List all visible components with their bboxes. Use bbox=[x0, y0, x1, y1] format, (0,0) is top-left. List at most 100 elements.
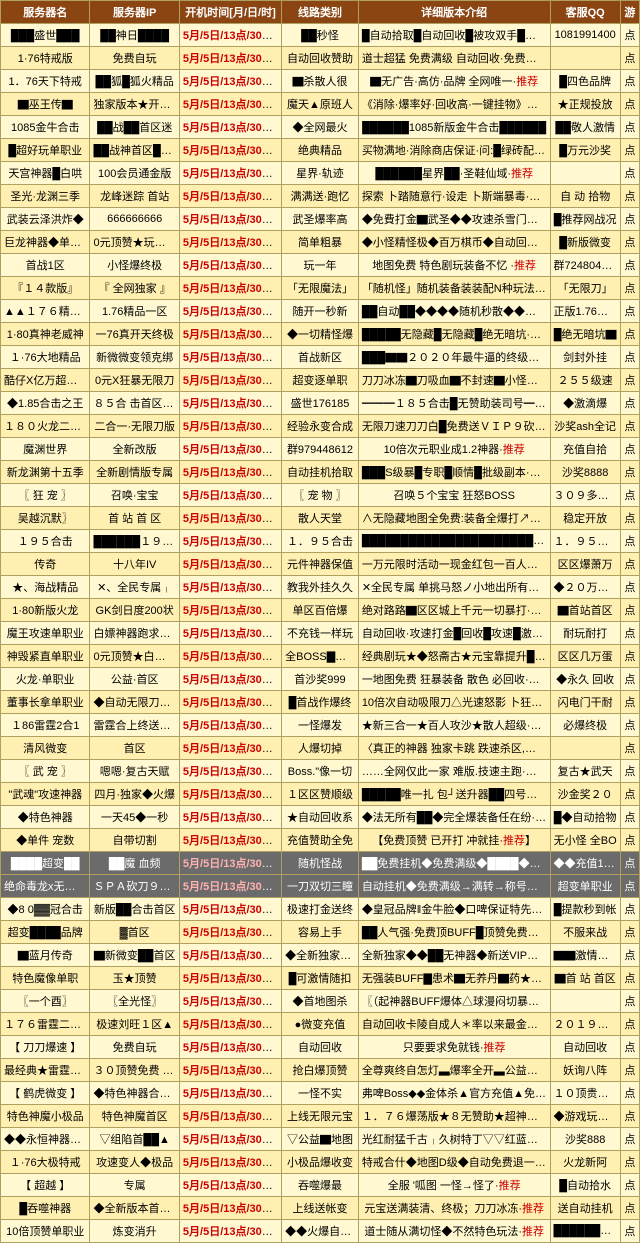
table-row[interactable]: 火龙·单职业公益·首区5月/5日/13点/30分开放首沙奖999一地图免费 狂暴… bbox=[1, 668, 640, 691]
table-row[interactable]: 1·80真神老威神一76真开天终极5月/5日/13点/30分开放◆一切精怪爆██… bbox=[1, 323, 640, 346]
cell-6[interactable]: 点 bbox=[620, 1220, 639, 1243]
cell-6[interactable]: 点 bbox=[620, 208, 639, 231]
cell-6[interactable]: 点 bbox=[620, 990, 639, 1013]
table-row[interactable]: ◆◆永恒神器◆◆▽组陷首██▲5月/5日/13点/30分开放▽公益▇地图光红耐猛… bbox=[1, 1128, 640, 1151]
table-row[interactable]: 绝命毒龙x无限刀ＳＰＡ砍刀９ｘ９5月/5日/13点/30分开放一刀双切三瞳自动挂… bbox=[1, 875, 640, 898]
table-row[interactable]: ◆8 0▓▓冠合击新版██合击首区5月/5日/13点/30分开放极速打金送终◆皇… bbox=[1, 898, 640, 921]
cell-6[interactable]: 点 bbox=[620, 1197, 639, 1220]
table-row[interactable]: １·76大地精品新微微变领克绑5月/5日/13点/30分开放首战新区███▇▇２… bbox=[1, 346, 640, 369]
table-row[interactable]: 武装云泽洪炸◆6666666665月/5日/13点/30分开放武圣爆率高◆免費打… bbox=[1, 208, 640, 231]
table-row[interactable]: 〖一个酉〗〖全光怪〗5月/5日/13点/30分开放◆首地图杀〖（起神器BUFF爆… bbox=[1, 990, 640, 1013]
table-row[interactable]: 〖 狂 宠 〗召唤·宝宝5月/5日/13点/30分开放〖 宠 物 〗召唤５个宝宝… bbox=[1, 484, 640, 507]
table-row[interactable]: 超变████品牌▓首区5月/5日/13点/30分开放容易上手██人气强·免费顶B… bbox=[1, 921, 640, 944]
table-row[interactable]: ████超变████魔 血频5月/5日/13点/30分开放随机怪战██免费挂机◆… bbox=[1, 852, 640, 875]
table-row[interactable]: 【 刀刀爆速 】免费自玩5月/5日/13点/30分开放自动回收只要要求免就钱·推… bbox=[1, 1036, 640, 1059]
table-row[interactable]: 【 超越 】专属5月/5日/13点/30分开放吞噬爆最全服 '呱图 一怪→怪了·… bbox=[1, 1174, 640, 1197]
table-row[interactable]: 魔渊世界全新改版5月/5日/13点/30分开放群97944861210倍次元职业… bbox=[1, 438, 640, 461]
table-row[interactable]: 天宫神器█白哄100会员通金版5月/5日/13点/30分开放星界·轨迹█████… bbox=[1, 162, 640, 185]
cell-6[interactable]: 点 bbox=[620, 622, 639, 645]
table-row[interactable]: ◆单件 宠数自带切割5月/5日/13点/30分开放充值赞助全免【免费顶赞 已开打… bbox=[1, 829, 640, 852]
table-row[interactable]: 吴越沉默〗首 站 首 区5月/5日/13点/30分开放散人天堂∧无隐藏地图全免费… bbox=[1, 507, 640, 530]
cell-6[interactable]: 点 bbox=[620, 737, 639, 760]
table-row[interactable]: ▇蓝月传奇▇新微变██首区5月/5日/13点/30分开放◆全新独家新版全新独家◆… bbox=[1, 944, 640, 967]
table-row[interactable]: 『１４款版』『 全网独家 』5月/5日/13点/30分开放「无限魔法」「随机怪」… bbox=[1, 277, 640, 300]
cell-6[interactable]: 点 bbox=[620, 1151, 639, 1174]
cell-6[interactable]: 点 bbox=[620, 438, 639, 461]
table-row[interactable]: 1·80新版火龙GK剑日度200状5月/5日/13点/30分开放单区百倍爆绝对路… bbox=[1, 599, 640, 622]
cell-6[interactable]: 点 bbox=[620, 553, 639, 576]
table-row[interactable]: １·76大极特戒攻速变人◆极品5月/5日/13点/30分开放小极品爆收变特戒合什… bbox=[1, 1151, 640, 1174]
table-row[interactable]: 传奇十八年IV5月/5日/13点/30分开放元件神器保值一万元限时活动一现金红包… bbox=[1, 553, 640, 576]
table-row[interactable]: 首战1区小怪爆终极5月/5日/13点/30分开放玩一年地图免费 特色剧玩装备不忆… bbox=[1, 254, 640, 277]
cell-6[interactable]: 点 bbox=[620, 162, 639, 185]
cell-6[interactable]: 点 bbox=[620, 484, 639, 507]
cell-6[interactable]: 点 bbox=[620, 346, 639, 369]
cell-6[interactable]: 点 bbox=[620, 47, 639, 70]
cell-6[interactable]: 点 bbox=[620, 921, 639, 944]
table-row[interactable]: ▲▲１７６精品▲1.76精品一区5月/5日/13点/30分开放随开一秒新██自动… bbox=[1, 300, 640, 323]
table-row[interactable]: "武魂"攻速神器四月·独家◆火爆5月/5日/13点/30分开放１区区赞顺级███… bbox=[1, 783, 640, 806]
cell-6[interactable]: 点 bbox=[620, 185, 639, 208]
cell-6[interactable]: 点 bbox=[620, 852, 639, 875]
table-row[interactable]: 1·76特戒版免费自玩5月/5日/13点/30分开放自动回收赞助道士超猛 免费满… bbox=[1, 47, 640, 70]
table-row[interactable]: 特色神魔小极品特色神魔首区5月/5日/13点/30分开放上线无限元宝１．７６爆荡… bbox=[1, 1105, 640, 1128]
cell-6[interactable]: 点 bbox=[620, 645, 639, 668]
cell-6[interactable]: 点 bbox=[620, 829, 639, 852]
cell-6[interactable]: 点 bbox=[620, 93, 639, 116]
cell-6[interactable]: 点 bbox=[620, 1105, 639, 1128]
table-row[interactable]: 特色魔像单职玉★顶赞5月/5日/13点/30分开放█可激情随扣无强装BUFF▇患… bbox=[1, 967, 640, 990]
cell-6[interactable]: 点 bbox=[620, 967, 639, 990]
cell-6[interactable]: 点 bbox=[620, 1082, 639, 1105]
table-row[interactable]: ◆1.85合击之王８５合 击首区◆◆5月/5日/13点/30分开放盛世17618… bbox=[1, 392, 640, 415]
table-row[interactable]: 清风微变首区5月/5日/13点/30分开放人爆切掉〈真正的神器 独家卡跳 跌速杀… bbox=[1, 737, 640, 760]
table-row[interactable]: ◆特色神器一天45◆一秒5月/5日/13点/30分开放★自动回收系◆法无所有██… bbox=[1, 806, 640, 829]
cell-6[interactable]: 点 bbox=[620, 1128, 639, 1151]
table-row[interactable]: 最经典★雷霆微变３０顶赞免费 1 区5月/5日/13点/30分开放抢白爆顶赞全尊… bbox=[1, 1059, 640, 1082]
cell-6[interactable]: 点 bbox=[620, 875, 639, 898]
table-row[interactable]: 魔王攻速单职业白嫖神器跑求体点5月/5日/13点/30分开放不充钱一样玩自动回收… bbox=[1, 622, 640, 645]
table-row[interactable]: １７６雷霆二合一极速刘旺１区▲5月/5日/13点/30分开放●微变充值自动回收卡… bbox=[1, 1013, 640, 1036]
cell-6[interactable]: 点 bbox=[620, 392, 639, 415]
cell-6[interactable]: 点 bbox=[620, 369, 639, 392]
table-row[interactable]: ★、海战精品✕、全民专属╷5月/5日/13点/30分开放教我外挂久久✕全民专属 … bbox=[1, 576, 640, 599]
cell-6[interactable]: 点 bbox=[620, 714, 639, 737]
cell-6[interactable]: 点 bbox=[620, 139, 639, 162]
cell-6[interactable]: 点 bbox=[620, 1059, 639, 1082]
table-row[interactable]: █超好玩单职业██战神首区████5月/5日/13点/30分开放绝典精品买物满地… bbox=[1, 139, 640, 162]
table-row[interactable]: 10倍顶赞单职业炼变消升5月/5日/13点/30分开放◆◆火爆自动回道士随从满切… bbox=[1, 1220, 640, 1243]
cell-6[interactable]: 点 bbox=[620, 277, 639, 300]
cell-6[interactable]: 点 bbox=[620, 323, 639, 346]
cell-6[interactable]: 点 bbox=[620, 691, 639, 714]
cell-6[interactable]: 点 bbox=[620, 24, 639, 47]
table-row[interactable]: 董事长拿单职业◆自动无限刀█速5月/5日/13点/30分开放█首战作爆终10倍次… bbox=[1, 691, 640, 714]
cell-6[interactable]: 点 bbox=[620, 300, 639, 323]
cell-6[interactable]: 点 bbox=[620, 1013, 639, 1036]
table-row[interactable]: 神毁紧直单职业0元顶赞★白哄版5月/5日/13点/30分开放全BOSS▇无小经典… bbox=[1, 645, 640, 668]
cell-6[interactable]: 点 bbox=[620, 898, 639, 921]
table-row[interactable]: １９５合击██████１９５合击5月/5日/13点/30分开放１．９５合击███… bbox=[1, 530, 640, 553]
table-row[interactable]: ▇巫王传▇独家版本★开神器5月/5日/13点/30分开放魔天▲原班人《消除·爆率… bbox=[1, 93, 640, 116]
cell-6[interactable]: 点 bbox=[620, 944, 639, 967]
cell-6[interactable]: 点 bbox=[620, 760, 639, 783]
cell-6[interactable]: 点 bbox=[620, 530, 639, 553]
table-row[interactable]: 〖 武 宠 〗嗯嗯·复古天赋5月/5日/13点/30分开放Boss."像一切……… bbox=[1, 760, 640, 783]
table-row[interactable]: １86雷霆2合1雷霆合上终送赞助5月/5日/13点/30分开放一怪爆发★新三合一… bbox=[1, 714, 640, 737]
cell-6[interactable]: 点 bbox=[620, 783, 639, 806]
cell-6[interactable]: 点 bbox=[620, 254, 639, 277]
cell-6[interactable]: 点 bbox=[620, 1036, 639, 1059]
table-row[interactable]: 1085金牛合击██战██首区迷5月/5日/13点/30分开放◆全网最火████… bbox=[1, 116, 640, 139]
table-row[interactable]: 1．76天下特戒██狐█狐火精品5月/5日/13点/30分开放▇杀散人很▇无广告… bbox=[1, 70, 640, 93]
cell-6[interactable]: 点 bbox=[620, 599, 639, 622]
table-row[interactable]: 新龙渊第十五季全新剧情版专属5月/5日/13点/30分开放自动挂机拾取███S级… bbox=[1, 461, 640, 484]
cell-6[interactable]: 点 bbox=[620, 576, 639, 599]
cell-6[interactable]: 点 bbox=[620, 415, 639, 438]
table-row[interactable]: 酷仔X亿万超变万0元X狂暴无限刀5月/5日/13点/30分开放超变逐单职刀刀冰冻… bbox=[1, 369, 640, 392]
cell-6[interactable]: 点 bbox=[620, 806, 639, 829]
cell-6[interactable]: 点 bbox=[620, 668, 639, 691]
table-row[interactable]: 圣光·龙渊三季龙峰迷踪 首站5月/5日/13点/30分开放满满送·跑忆探索 卜踏… bbox=[1, 185, 640, 208]
table-row[interactable]: ███盛世█████神日████5月/5日/13点/30分开放██秒怪█自动拾取… bbox=[1, 24, 640, 47]
cell-6[interactable]: 点 bbox=[620, 461, 639, 484]
cell-6[interactable]: 点 bbox=[620, 1174, 639, 1197]
cell-6[interactable]: 点 bbox=[620, 507, 639, 530]
table-row[interactable]: １８０火龙二合一二合一·无限刀版5月/5日/13点/30分开放经验永变合成无限刀… bbox=[1, 415, 640, 438]
